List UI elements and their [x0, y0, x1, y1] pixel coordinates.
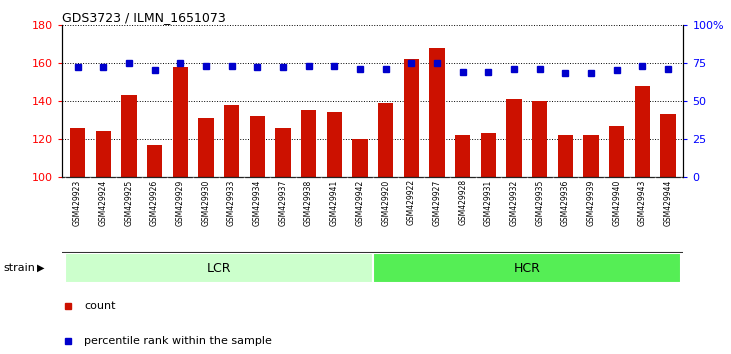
- Text: strain: strain: [4, 263, 36, 273]
- Text: GSM429930: GSM429930: [202, 179, 211, 225]
- Text: GSM429922: GSM429922: [407, 179, 416, 225]
- Text: GSM429932: GSM429932: [510, 179, 518, 225]
- Bar: [378, 103, 393, 177]
- Text: ▶: ▶: [37, 263, 45, 273]
- Text: GSM429934: GSM429934: [253, 179, 262, 225]
- Text: GSM429944: GSM429944: [664, 179, 673, 225]
- Text: HCR: HCR: [513, 262, 540, 275]
- Bar: [635, 86, 650, 177]
- Bar: [455, 135, 470, 177]
- Bar: [198, 118, 213, 177]
- Text: GSM429943: GSM429943: [638, 179, 647, 225]
- Text: GDS3723 / ILMN_1651073: GDS3723 / ILMN_1651073: [62, 11, 226, 24]
- Text: LCR: LCR: [206, 262, 231, 275]
- Bar: [507, 99, 522, 177]
- Text: GSM429942: GSM429942: [355, 179, 365, 225]
- Text: GSM429933: GSM429933: [227, 179, 236, 225]
- Text: GSM429926: GSM429926: [150, 179, 159, 225]
- Bar: [173, 67, 188, 177]
- Bar: [96, 131, 111, 177]
- Text: GSM429935: GSM429935: [535, 179, 544, 225]
- Bar: [70, 127, 86, 177]
- Bar: [583, 135, 599, 177]
- Text: GSM429927: GSM429927: [433, 179, 442, 225]
- Bar: [532, 101, 548, 177]
- Bar: [65, 253, 373, 283]
- Bar: [404, 59, 419, 177]
- Text: GSM429925: GSM429925: [124, 179, 133, 225]
- Bar: [352, 139, 368, 177]
- Bar: [224, 105, 239, 177]
- Bar: [660, 114, 675, 177]
- Text: GSM429940: GSM429940: [613, 179, 621, 225]
- Text: percentile rank within the sample: percentile rank within the sample: [84, 336, 272, 346]
- Bar: [429, 47, 444, 177]
- Text: GSM429924: GSM429924: [99, 179, 107, 225]
- Bar: [276, 127, 291, 177]
- Text: GSM429937: GSM429937: [279, 179, 287, 225]
- Text: count: count: [84, 301, 115, 311]
- Bar: [327, 112, 342, 177]
- Bar: [121, 95, 137, 177]
- Text: GSM429938: GSM429938: [304, 179, 313, 225]
- Text: GSM429931: GSM429931: [484, 179, 493, 225]
- Bar: [301, 110, 317, 177]
- Text: GSM429936: GSM429936: [561, 179, 570, 225]
- Text: GSM429929: GSM429929: [175, 179, 185, 225]
- Bar: [249, 116, 265, 177]
- Bar: [481, 133, 496, 177]
- Text: GSM429920: GSM429920: [381, 179, 390, 225]
- Text: GSM429939: GSM429939: [586, 179, 596, 225]
- Bar: [558, 135, 573, 177]
- Text: GSM429941: GSM429941: [330, 179, 338, 225]
- Bar: [609, 126, 624, 177]
- Bar: [147, 145, 162, 177]
- Bar: [373, 253, 681, 283]
- Text: GSM429928: GSM429928: [458, 179, 467, 225]
- Text: GSM429923: GSM429923: [73, 179, 82, 225]
